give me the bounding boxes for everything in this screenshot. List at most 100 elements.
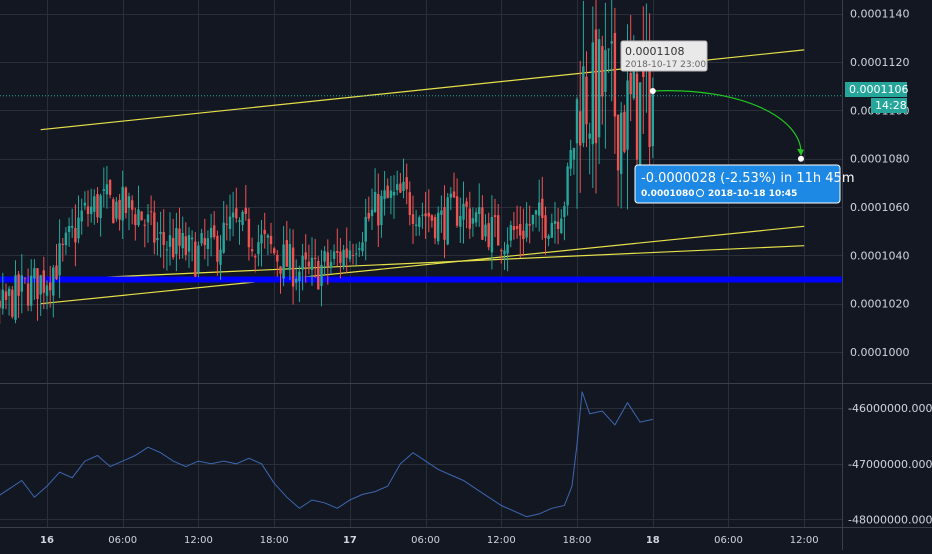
price-tick-label: 0.0001020 [850, 298, 910, 311]
time-tick-label: 16 [40, 535, 54, 546]
trendline [40, 225, 805, 305]
forecast-start-handle[interactable] [649, 88, 656, 94]
forecast-end-handle[interactable] [798, 155, 804, 162]
candle-body [172, 238, 175, 258]
candle-body [83, 202, 87, 206]
candle-body [626, 80, 629, 150]
candle-body [531, 214, 535, 225]
candle-body [213, 225, 216, 237]
candle-body [162, 232, 165, 245]
candle-body [481, 207, 484, 240]
candle-body [7, 288, 11, 296]
tooltip-date: 2018-10-17 23:00 [625, 60, 706, 70]
indicator-tick-label: -46000000.0000 [848, 402, 932, 415]
candle-body [115, 201, 118, 219]
candle-body [30, 275, 33, 306]
candle-body [146, 214, 150, 223]
candle-body [282, 244, 285, 279]
candle-body [601, 46, 604, 97]
candle-body [610, 41, 613, 44]
candle-body [206, 238, 210, 250]
candle-body [266, 235, 270, 238]
candle-body [168, 235, 172, 247]
time-tick-label: 06:00 [714, 535, 743, 546]
candle-body [86, 206, 90, 215]
price-tick-label: 0.0001060 [850, 201, 910, 214]
candle-body [55, 265, 58, 280]
candle-body [348, 250, 352, 260]
candle-body [58, 243, 61, 276]
time-axis[interactable]: 16 06:00 12:00 18:00 17 06:00 12:00 18:00 18 06:0… [40, 535, 819, 546]
candle-body [14, 275, 17, 320]
candle-body [52, 267, 55, 296]
candle-body [105, 184, 109, 195]
candle-body [90, 206, 93, 214]
candle-body [440, 210, 443, 215]
candle-body [190, 237, 194, 240]
candle-body [310, 257, 314, 271]
candle-body [254, 256, 257, 258]
price-tick-label: 0.0001040 [850, 249, 910, 262]
candle-body [74, 228, 77, 243]
candle-body [528, 224, 531, 226]
candle-body [616, 114, 620, 171]
candle-body [566, 166, 569, 206]
candle-body [355, 253, 358, 255]
candle-body [525, 223, 528, 238]
forecast-arrow[interactable] [652, 90, 802, 155]
candle-body [23, 277, 27, 279]
candle-body [231, 212, 235, 218]
price-axis[interactable]: 0.00011400.00011200.00011000.00010800.00… [850, 8, 910, 359]
forecast-tool[interactable] [649, 88, 804, 162]
candle-body [134, 214, 137, 225]
candle-body [295, 278, 298, 283]
candle-body [197, 245, 200, 273]
candle-body [329, 261, 333, 268]
candle-body [124, 187, 128, 213]
candle-body [102, 189, 105, 191]
candle-body [36, 268, 39, 299]
candle-body [241, 211, 244, 225]
candle-body [203, 238, 206, 246]
candle-body [153, 212, 156, 243]
candle-body [149, 211, 153, 213]
candle-body [216, 235, 219, 262]
price-tick-label: 0.0001080 [850, 153, 910, 166]
price-tick-label: 0.0001120 [850, 56, 910, 69]
candle-body [648, 46, 651, 147]
candle-body [411, 214, 415, 224]
candle-body [427, 212, 430, 217]
candle-body [506, 244, 509, 254]
candle-body [181, 233, 184, 249]
candle-body [594, 29, 598, 144]
candle-body [386, 185, 389, 198]
candle-body [522, 230, 525, 240]
candle-body [515, 226, 519, 229]
candle-body [414, 224, 418, 226]
candle-body [421, 214, 424, 216]
candle-body [187, 235, 191, 252]
candle-body [301, 255, 304, 270]
time-tick-label: 12:00 [790, 535, 819, 546]
candle-body [225, 223, 228, 225]
candle-body [257, 242, 260, 255]
candle-body [39, 275, 42, 295]
candle-body [392, 192, 396, 196]
candle-body [4, 291, 8, 300]
candle-body [396, 184, 399, 191]
candle-body [459, 216, 462, 227]
candle-body [424, 213, 427, 217]
time-tick-label: 12:00 [487, 535, 516, 546]
candle-body [490, 217, 494, 253]
candle-body [228, 216, 232, 229]
candle-body [339, 251, 342, 264]
candle-body [597, 39, 601, 138]
indicator-pane [0, 391, 653, 518]
candle-body [402, 181, 405, 191]
candle-body [288, 244, 292, 270]
candle-body [351, 255, 355, 257]
indicator-axis[interactable]: -46000000.0000 -47000000.0000 -48000000.00… [848, 402, 932, 526]
candle-body [465, 201, 468, 207]
candle-body [430, 215, 434, 221]
